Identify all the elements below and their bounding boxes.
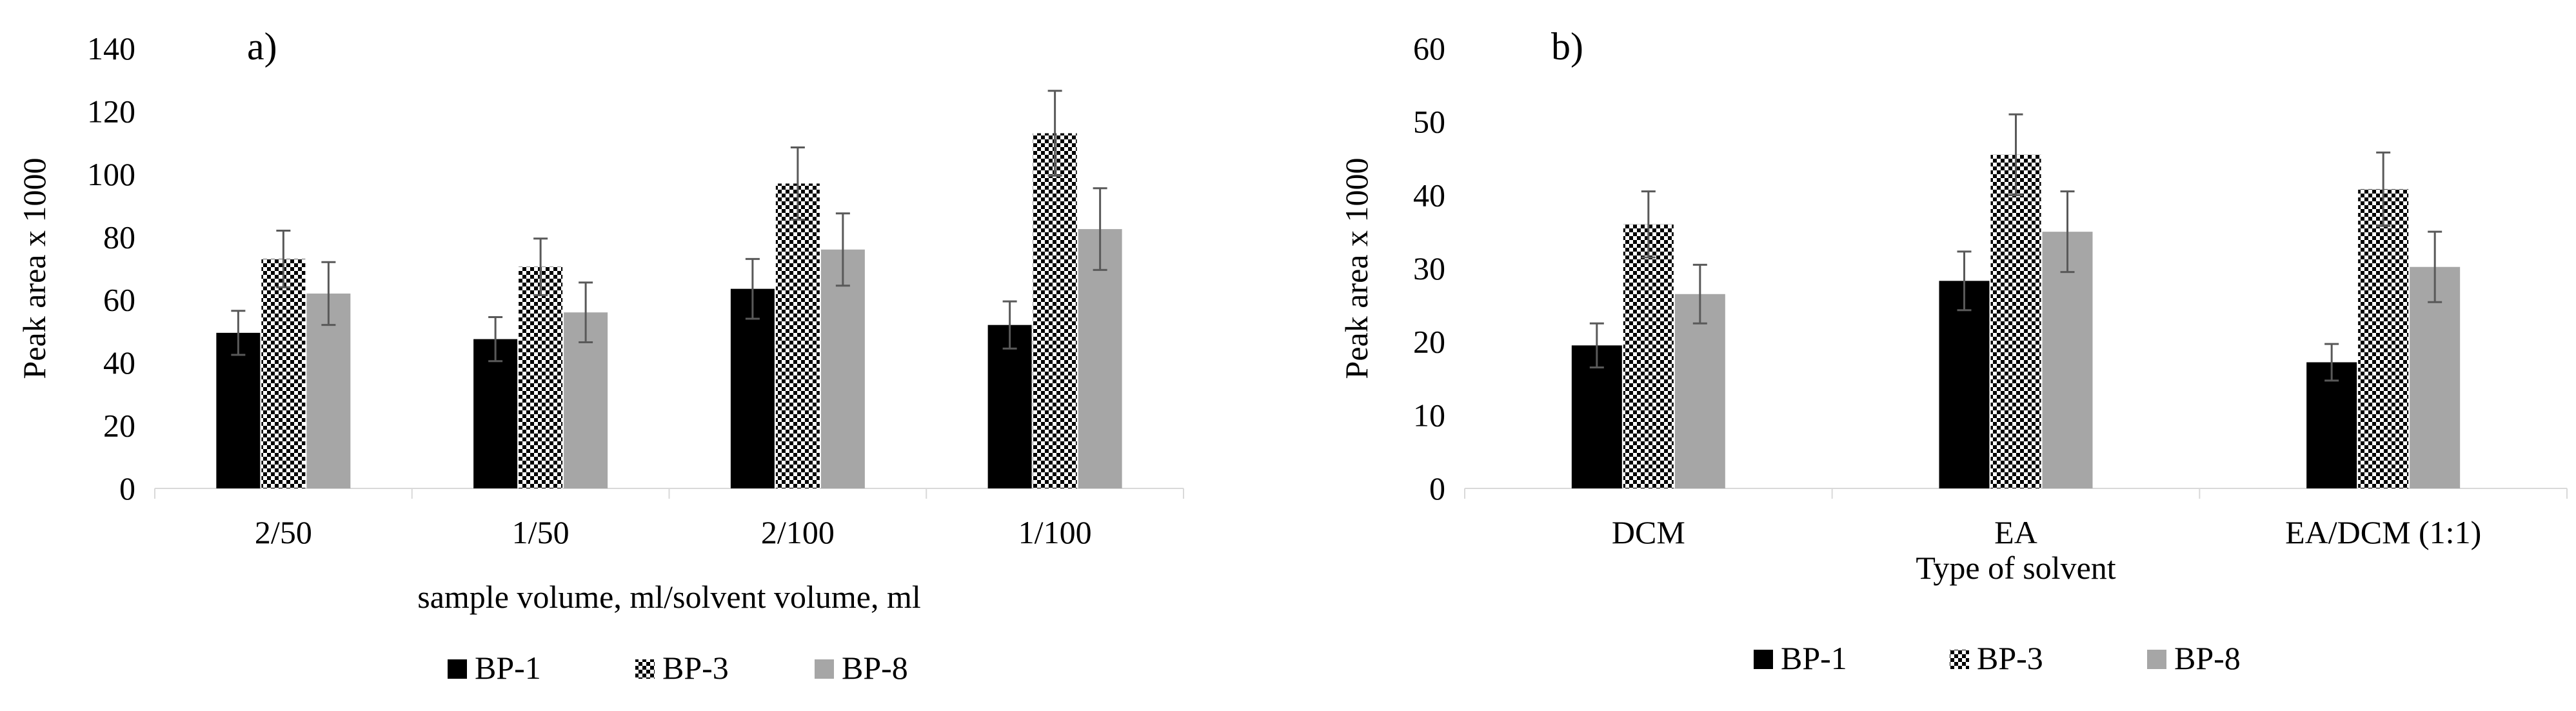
bar-bp-8-2-50 (306, 293, 351, 488)
x-tick-label: EA/DCM (1:1) (2285, 514, 2481, 550)
y-axis-title: Peak area x 1000 (16, 158, 52, 379)
legend-label-bp-3: BP-3 (662, 650, 729, 686)
x-tick-label: EA (1994, 514, 2037, 550)
y-tick-label: 120 (87, 93, 135, 129)
bar-bp-3-1-50 (519, 266, 563, 488)
bar-bp-1-2-100 (730, 288, 775, 488)
y-tick-label: 40 (103, 345, 135, 381)
y-tick-label: 60 (103, 282, 135, 318)
chart-a: 0 20 40 60 80 100 120 140 Peak area x 1000 a) 2/50… (16, 25, 1184, 686)
y-tick-label: 0 (119, 470, 135, 506)
bar-bp-3-dcm (1623, 224, 1674, 488)
bar-bp-1-dcm (1571, 345, 1622, 488)
x-tick-label: 2/50 (255, 514, 312, 550)
bar-bp-8-1-100 (1078, 229, 1122, 488)
bar-bp-3-ea (1990, 154, 2041, 489)
y-tick-label: 20 (1413, 324, 1445, 360)
legend-label-bp-8: BP-8 (2174, 640, 2241, 676)
x-axis-title: Type of solvent (1916, 550, 2115, 586)
y-tick-label: 20 (103, 408, 135, 444)
legend-swatch-bp-3 (1950, 650, 1969, 669)
bar-bp-3-1-100 (1033, 133, 1077, 488)
y-tick-label: 100 (87, 156, 135, 192)
y-tick-label: 50 (1413, 104, 1445, 140)
x-axis-title: sample volume, ml/solvent volume, ml (417, 579, 920, 615)
bar-bp-8-ea-dcm-1-1 (2410, 266, 2461, 488)
legend-swatch-bp-3 (635, 659, 655, 679)
x-tick-label: DCM (1612, 514, 1685, 550)
panel-label: b) (1551, 25, 1583, 68)
legend-swatch-bp-1 (1754, 650, 1773, 669)
chart-b: 0 10 20 30 40 50 60 Peak area x 1000 b) DCM EA EA/D… (1338, 25, 2568, 676)
legend: BP-1 BP-3 BP-8 (448, 650, 908, 686)
x-tick-label: 1/50 (512, 514, 570, 550)
panel-label: a) (247, 25, 277, 68)
x-tick-label: 2/100 (761, 514, 835, 550)
x-tick-label: 1/100 (1018, 514, 1092, 550)
legend-label-bp-3: BP-3 (1977, 640, 2043, 676)
bar-bp-8-dcm (1674, 294, 1725, 488)
bar-bp-1-1-50 (473, 339, 518, 488)
bar-bp-1-1-100 (987, 325, 1032, 488)
legend-label-bp-8: BP-8 (842, 650, 908, 686)
bar-bp-3-ea-dcm-1-1 (2358, 189, 2409, 488)
y-tick-label: 0 (1429, 470, 1445, 506)
legend: BP-1 BP-3 BP-8 (1754, 640, 2241, 676)
bar-bp-3-2-100 (775, 183, 820, 488)
legend-label-bp-1: BP-1 (475, 650, 541, 686)
y-tick-label: 10 (1413, 397, 1445, 433)
bar-bp-1-2-50 (216, 332, 261, 488)
legend-swatch-bp-1 (448, 659, 467, 679)
y-tick-label: 140 (87, 30, 135, 66)
bar-bp-1-ea-dcm-1-1 (2306, 362, 2357, 488)
legend-swatch-bp-8 (815, 659, 834, 679)
bar-bp-8-2-100 (820, 249, 865, 488)
legend-swatch-bp-8 (2147, 650, 2166, 669)
bar-bp-1-ea (1939, 281, 1990, 488)
legend-label-bp-1: BP-1 (1781, 640, 1847, 676)
y-tick-label: 40 (1413, 177, 1445, 213)
y-tick-label: 80 (103, 219, 135, 255)
y-tick-label: 60 (1413, 30, 1445, 66)
y-axis-title: Peak area x 1000 (1338, 158, 1374, 379)
bar-bp-8-ea (2042, 232, 2093, 488)
y-tick-label: 30 (1413, 250, 1445, 286)
bar-bp-3-2-50 (261, 259, 306, 488)
